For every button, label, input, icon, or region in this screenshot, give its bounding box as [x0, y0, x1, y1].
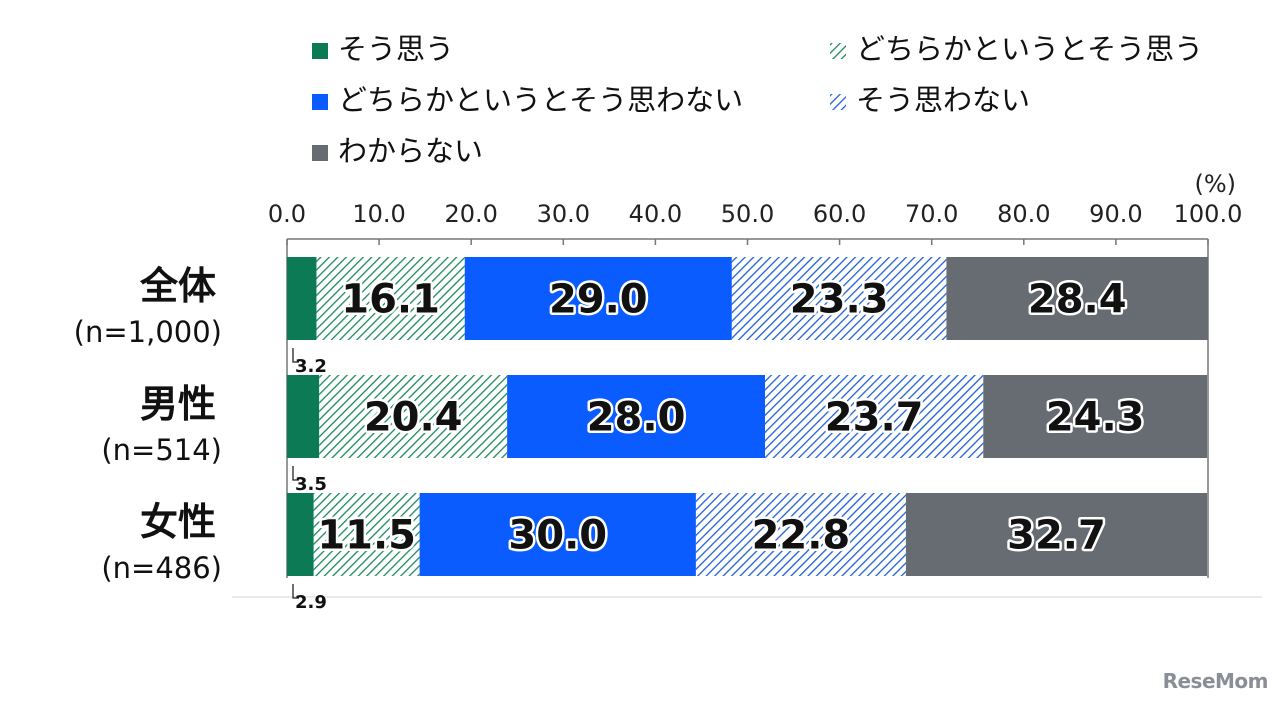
category-sublabel: (n=1,000) [74, 315, 222, 349]
tick-label: 70.0 [905, 200, 958, 228]
tick-label: 10.0 [352, 200, 405, 228]
legend-label: そう思う [338, 32, 454, 66]
tick-label: 30.0 [537, 200, 590, 228]
data-label: 23.7 [825, 395, 924, 441]
bar-segment [287, 257, 317, 340]
bar-segment [287, 375, 320, 458]
category-label: 全体 [139, 264, 216, 308]
bar-segment [419, 493, 696, 576]
legend-swatch [312, 43, 328, 59]
legend-swatch [830, 43, 846, 59]
data-label: 20.4 [364, 395, 463, 441]
axis-unit-label: (%) [1194, 170, 1236, 198]
data-label: 16.1 [341, 277, 440, 323]
watermark-logo: ReseMom [1162, 669, 1269, 693]
tick-label: 80.0 [997, 200, 1050, 228]
legend-label: そう思わない [856, 83, 1030, 117]
bar-segment [731, 257, 947, 340]
data-label: 23.3 [790, 277, 889, 323]
data-label: 28.4 [1028, 277, 1127, 323]
category-label: 男性 [140, 382, 216, 426]
data-label-leader [292, 584, 299, 599]
legend-swatch [830, 94, 846, 110]
tick-label: 20.0 [444, 200, 497, 228]
legend-label: どちらかというとそう思わない [338, 83, 743, 117]
bar-segment [319, 375, 508, 458]
bar-segment [316, 257, 465, 340]
data-label: 22.8 [752, 513, 851, 559]
data-label-leader [292, 348, 299, 363]
category-label: 女性 [140, 500, 216, 544]
bar-segment [905, 493, 1208, 576]
bar-segment [313, 493, 420, 576]
data-label: 29.0 [549, 277, 648, 323]
bar-segment [946, 257, 1208, 340]
category-sublabel: (n=486) [101, 551, 222, 585]
bar-segment [287, 493, 314, 576]
tick-label: 90.0 [1089, 200, 1142, 228]
legend-label: わからない [338, 134, 483, 168]
data-label: 30.0 [508, 513, 607, 559]
category-sublabel: (n=514) [101, 433, 222, 467]
tick-label: 60.0 [813, 200, 866, 228]
legend-swatch [312, 145, 328, 161]
data-label-leader [292, 466, 299, 481]
legend-label: どちらかというとそう思う [856, 32, 1203, 66]
data-label: 24.3 [1046, 395, 1145, 441]
bar-segment [464, 257, 732, 340]
bar-segment [983, 375, 1208, 458]
data-label: 2.9 [295, 592, 327, 613]
bars: 3.2 16.1 29.0 23.3 28.4 3.5 20.4 28.0 23.7 24.3 2.… [287, 257, 1208, 613]
tick-label: 50.0 [721, 200, 774, 228]
tick-label: 0.0 [268, 200, 306, 228]
data-label: 28.0 [587, 395, 686, 441]
bar-segment [695, 493, 906, 576]
tick-label: 40.0 [629, 200, 682, 228]
data-label: 3.2 [295, 356, 327, 377]
category-labels: 全体 (n=1,000) 男性 (n=514) 女性 (n=486) [74, 264, 222, 585]
bar-segment [507, 375, 765, 458]
data-label: 32.7 [1007, 513, 1106, 559]
legend-swatch [312, 94, 328, 110]
data-label: 11.5 [317, 513, 416, 559]
data-label: 3.5 [295, 474, 327, 495]
x-axis: (%) 0.0 10.0 20.0 30.0 40.0 50.0 60.0 70.0 80.0 90… [232, 170, 1262, 598]
tick-label: 100.0 [1174, 200, 1243, 228]
bar-segment [764, 375, 984, 458]
